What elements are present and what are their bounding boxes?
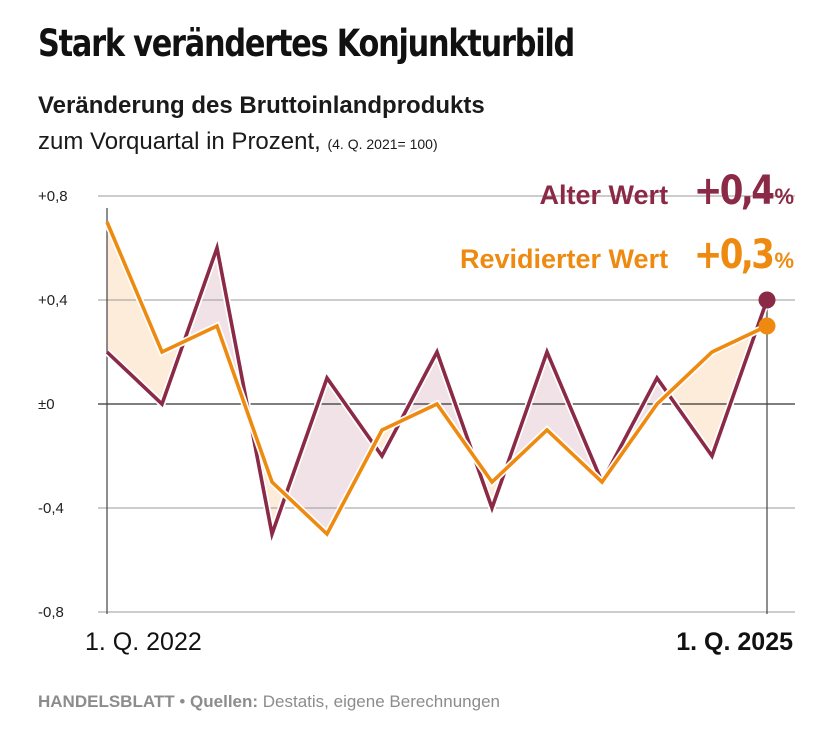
legend-new-value: Revidierter Wert +0,3 % [460, 232, 794, 278]
base-note: (4. Q. 2021= 100) [327, 136, 438, 152]
chart-subtitle-unit: zum Vorquartal in Prozent, (4. Q. 2021= … [38, 128, 438, 156]
y-axis-ticks: +0,8 +0,4 ±0 -0,4 -0,8 [38, 188, 68, 621]
x-tick-label-end: 1. Q. 2025 [676, 628, 793, 656]
difference-area [327, 378, 375, 534]
legend-old-label: Alter Wert [539, 180, 669, 210]
difference-area [107, 222, 162, 404]
legend-new-label: Revidierter Wert [459, 244, 669, 274]
source-label: Quellen: [190, 692, 259, 711]
legend-new-unit: % [774, 248, 794, 273]
series-end-point-new [758, 317, 776, 335]
legend-old-unit: % [774, 184, 794, 209]
series-lines [103, 220, 776, 548]
chart-subtitle: Veränderung des Bruttoinlandprodukts [38, 92, 485, 119]
x-axis-ticks: 1. Q. 2022 1. Q. 2025 [85, 628, 793, 656]
y-tick-label: ±0 [38, 396, 55, 413]
series-line-old [105, 241, 769, 541]
y-tick-label: +0,4 [38, 292, 68, 309]
source-brand: HANDELSBLATT [38, 692, 175, 711]
chart-title: Stark verändertes Konjunkturbild [38, 22, 575, 65]
y-tick-label: -0,8 [38, 604, 64, 621]
source-separator: • [174, 692, 191, 711]
series-end-point-old [758, 291, 776, 309]
legend-old-number: +0,4 [693, 168, 775, 214]
y-tick-label: -0,4 [38, 500, 64, 517]
legend-old-value: Alter Wert +0,4 % [540, 168, 794, 214]
source-text: Destatis, eigene Berechnungen [258, 692, 500, 711]
x-tick-label-start: 1. Q. 2022 [85, 628, 202, 656]
source-note: HANDELSBLATT • Quellen: Destatis, eigene… [38, 692, 500, 712]
series-line-new [105, 221, 768, 537]
legend-new-number: +0,3 [693, 232, 775, 278]
unit-text: zum Vorquartal in Prozent, [38, 128, 321, 155]
y-tick-label: +0,8 [38, 188, 68, 205]
